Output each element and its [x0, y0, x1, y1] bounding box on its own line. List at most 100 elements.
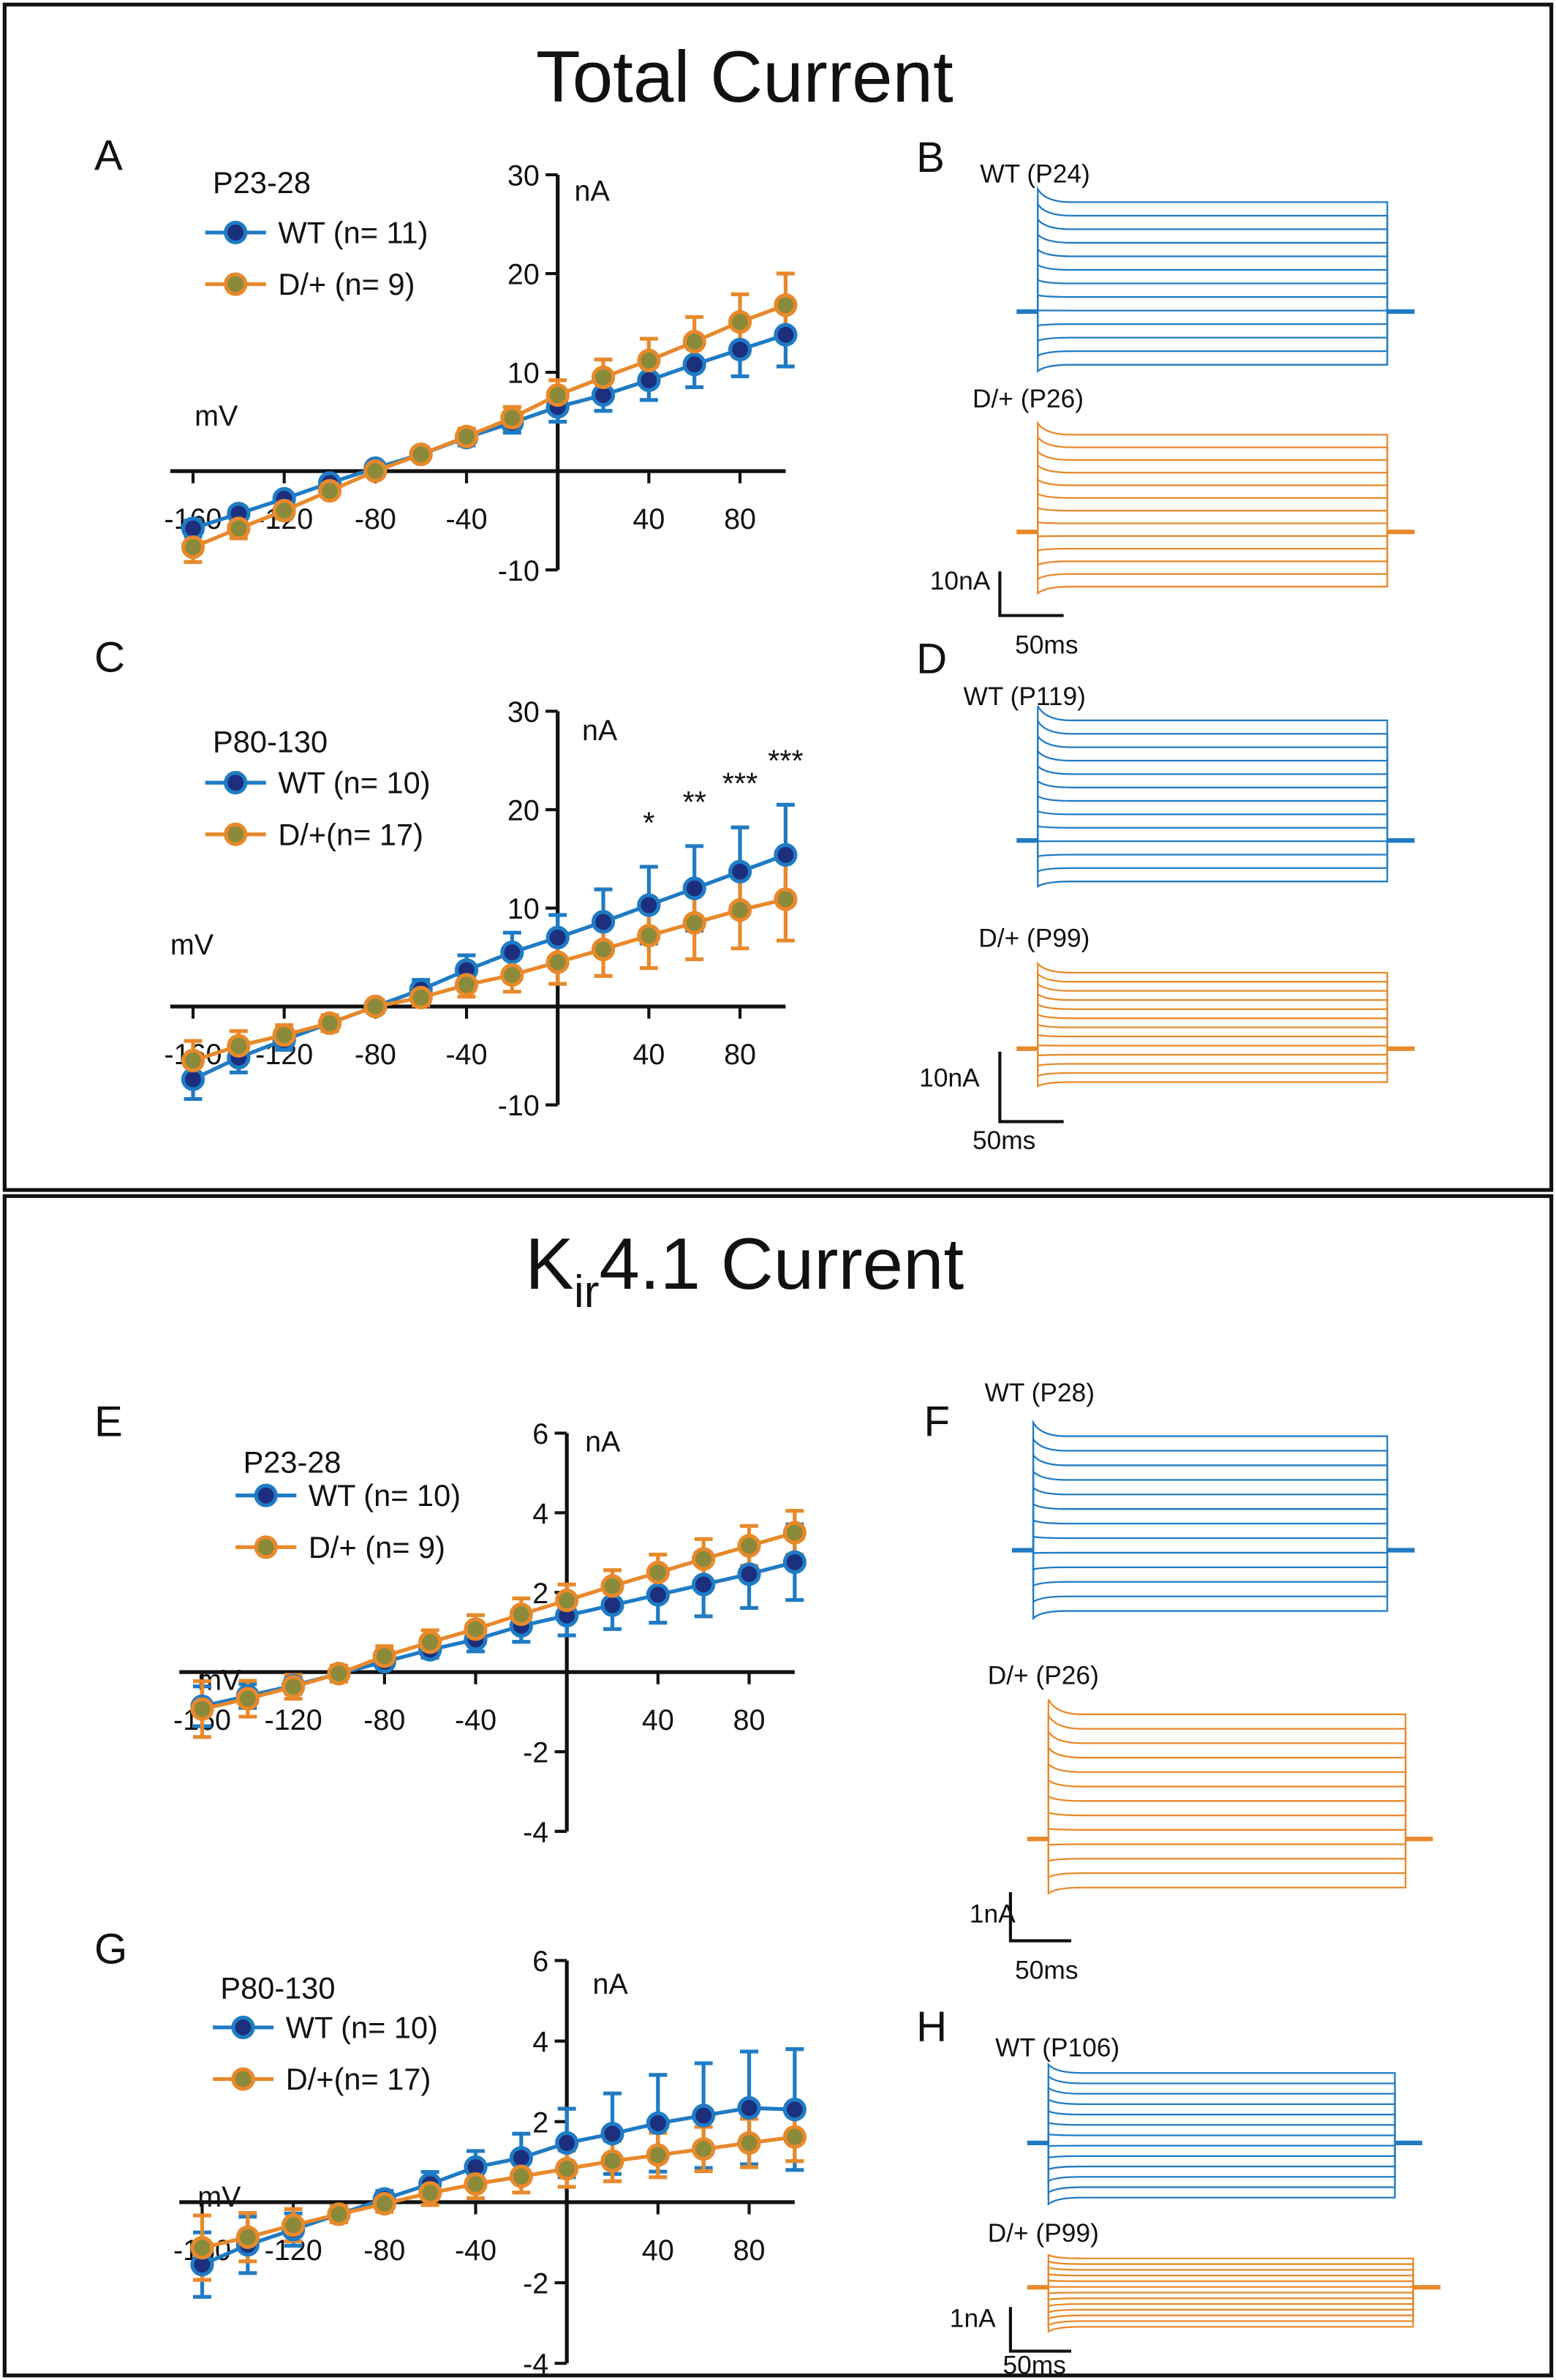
trace-label: D/+ (P26): [988, 1661, 1099, 1690]
legend-title: P23-28: [213, 165, 311, 200]
legend-marker: [224, 822, 248, 846]
data-point: [372, 2191, 396, 2216]
x-tick-label: -80: [355, 1039, 396, 1071]
x-axis-label: mV: [194, 400, 238, 432]
legend-label: WT (n= 10): [309, 1478, 461, 1513]
current-trace: [1047, 2074, 1396, 2143]
data-point: [227, 516, 251, 541]
section-title: Total Current: [536, 37, 953, 118]
legend-marker: [231, 2067, 255, 2091]
data-point: [272, 1023, 296, 1047]
data-point: [737, 2095, 761, 2120]
data-point: [409, 443, 433, 467]
current-trace: [1037, 1023, 1389, 1049]
data-point: [600, 1574, 624, 1598]
y-tick-label: 20: [507, 259, 540, 291]
x-tick-label: -40: [446, 1039, 488, 1071]
trace-label: WT (P24): [980, 159, 1089, 188]
current-trace: [1032, 1419, 1389, 1551]
data-point: [509, 1603, 533, 1627]
current-trace: [1037, 794, 1389, 841]
current-trace: [1047, 2142, 1396, 2147]
current-trace: [1047, 1811, 1407, 1839]
section-frame: [2, 1194, 1554, 2378]
data-point: [692, 1573, 716, 1597]
current-trace: [1037, 982, 1389, 1049]
data-point: [737, 1534, 761, 1558]
data-point: [555, 2131, 579, 2155]
x-axis-label: mV: [170, 929, 214, 961]
current-trace: [1037, 840, 1389, 843]
panel-letter: B: [916, 134, 945, 181]
current-trace: [1047, 1795, 1407, 1839]
x-tick-label: -80: [363, 1704, 405, 1736]
current-trace: [1037, 463, 1389, 532]
current-trace: [1037, 961, 1389, 1049]
y-tick-label: -2: [523, 1737, 548, 1769]
current-trace: [1047, 2287, 1414, 2333]
x-tick-label: 80: [733, 1704, 766, 1736]
current-trace: [1032, 1502, 1389, 1551]
x-tick-label: 80: [724, 1039, 756, 1071]
legend-marker: [254, 1483, 278, 1507]
trace-label: D/+ (P99): [978, 924, 1089, 953]
current-trace: [1047, 2142, 1396, 2207]
current-trace: [1047, 1778, 1407, 1839]
annotation: ***: [768, 744, 804, 778]
legend-label: WT (n= 10): [278, 766, 430, 800]
legend-title: P23-28: [243, 1445, 341, 1479]
y-tick-label: 4: [532, 2026, 548, 2058]
current-trace: [1047, 1712, 1407, 1839]
data-point: [774, 323, 798, 347]
legend-marker: [224, 272, 248, 296]
data-point: [591, 365, 616, 389]
current-trace: [1047, 2098, 1396, 2143]
y-tick-label: 6: [532, 1418, 548, 1450]
current-trace: [1037, 232, 1389, 312]
y-axis-label: nA: [575, 175, 611, 207]
y-axis-label: nA: [582, 715, 618, 747]
legend-label: D/+(n= 17): [278, 817, 423, 851]
panel-letter: F: [924, 1398, 950, 1446]
current-trace: [1037, 216, 1389, 312]
data-point: [774, 843, 798, 867]
panel-letter: D: [916, 636, 947, 683]
current-trace: [1032, 1550, 1389, 1604]
scale-bar: [998, 571, 1064, 617]
x-tick-label: -80: [355, 503, 396, 535]
current-trace: [1032, 1453, 1389, 1551]
x-tick-label: -120: [265, 1704, 322, 1736]
data-point: [600, 2149, 624, 2173]
current-trace: [1037, 1033, 1389, 1049]
current-trace: [1047, 2287, 1414, 2314]
current-trace: [1037, 532, 1389, 552]
scale-bar: [1008, 1891, 1072, 1943]
data-point: [190, 2236, 214, 2260]
current-trace: [1037, 311, 1389, 358]
current-trace: [1047, 2287, 1414, 2308]
current-trace: [1037, 532, 1389, 538]
y-tick-label: 6: [532, 1946, 548, 1978]
data-point: [509, 2164, 533, 2188]
y-tick-label: -4: [523, 2349, 548, 2380]
current-trace: [1037, 840, 1389, 873]
current-trace: [1037, 532, 1389, 581]
data-point: [682, 876, 706, 900]
panel-letter: A: [94, 132, 123, 180]
y-tick-label: -10: [498, 1090, 540, 1122]
annotation: *: [643, 805, 654, 840]
data-point: [181, 1048, 205, 1073]
scale-label-x: 50ms: [1003, 2351, 1066, 2380]
current-trace: [1037, 1003, 1389, 1049]
current-trace: [1047, 1839, 1407, 1896]
data-point: [181, 516, 205, 541]
current-trace: [1032, 1436, 1389, 1551]
data-point: [545, 925, 570, 950]
trace-label: WT (P28): [985, 1379, 1095, 1407]
scale-label-x: 50ms: [972, 1126, 1035, 1155]
legend-label: D/+ (n= 9): [309, 1530, 445, 1564]
title-subscript: ir: [574, 1267, 600, 1317]
data-point: [363, 994, 388, 1019]
data-point: [418, 1630, 442, 1654]
data-point: [464, 1617, 488, 1641]
